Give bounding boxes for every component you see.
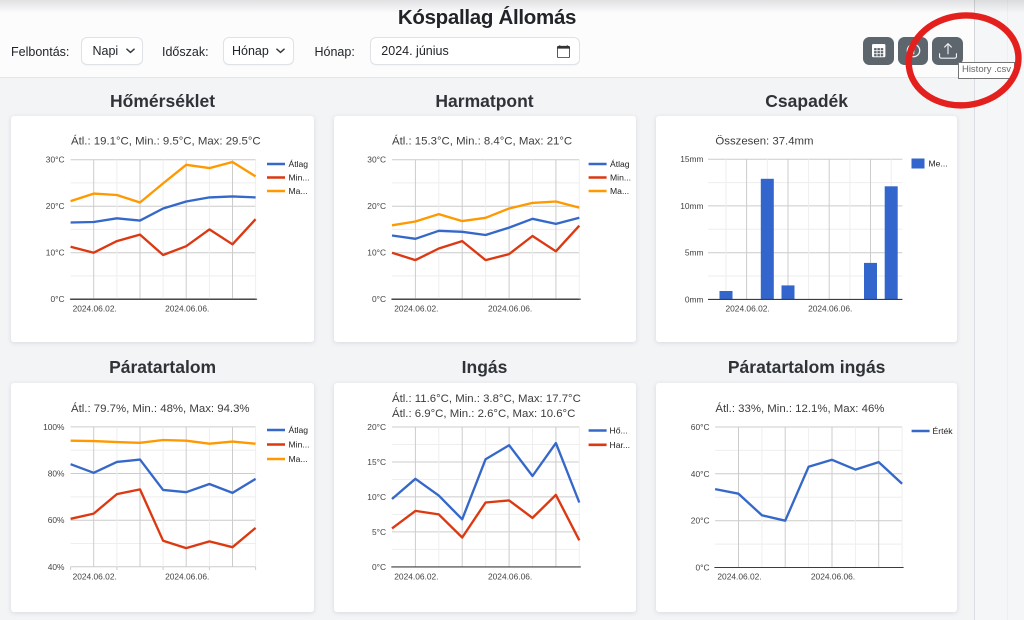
svg-text:15°C: 15°C: [367, 457, 386, 467]
svg-text:2024.06.02.: 2024.06.02.: [725, 303, 769, 313]
svg-text:Ma...: Ma...: [289, 186, 308, 196]
svg-text:20°C: 20°C: [367, 422, 386, 432]
svg-text:Érték: Érték: [933, 426, 954, 436]
svg-text:2024.06.06.: 2024.06.06.: [811, 571, 855, 581]
svg-text:2024.06.02.: 2024.06.02.: [73, 303, 117, 313]
svg-text:30°C: 30°C: [367, 155, 386, 165]
svg-text:Ma...: Ma...: [610, 186, 629, 196]
svg-text:2024.06.02.: 2024.06.02.: [394, 571, 438, 581]
svg-text:10°C: 10°C: [46, 248, 65, 258]
svg-text:0°C: 0°C: [50, 294, 64, 304]
svg-text:5°C: 5°C: [372, 527, 386, 537]
svg-text:Összesen: 37.4mm: Összesen: 37.4mm: [715, 136, 813, 148]
svg-text:2024.06.06.: 2024.06.06.: [488, 303, 532, 313]
svg-text:2024.06.06.: 2024.06.06.: [165, 303, 209, 313]
svg-text:10°C: 10°C: [367, 492, 386, 502]
svg-text:10mm: 10mm: [680, 201, 703, 211]
svg-text:Átl.: 15.3°C, Min.: 8.4°C, Max: Átl.: 15.3°C, Min.: 8.4°C, Max: 21°C: [392, 135, 572, 148]
svg-text:2024.06.06.: 2024.06.06.: [488, 571, 532, 581]
svg-text:2024.06.02.: 2024.06.02.: [73, 571, 117, 581]
svg-text:60°C: 60°C: [691, 422, 710, 432]
svg-text:Átlag: Átlag: [289, 159, 309, 169]
svg-text:2024.06.06.: 2024.06.06.: [808, 303, 852, 313]
svg-text:2024.06.02.: 2024.06.02.: [394, 303, 438, 313]
svg-text:0°C: 0°C: [695, 563, 709, 573]
svg-text:Átlag: Átlag: [289, 425, 309, 435]
svg-text:100%: 100%: [43, 422, 65, 432]
svg-text:Min...: Min...: [289, 440, 310, 450]
svg-text:30°C: 30°C: [46, 155, 65, 165]
svg-text:Átl.: 33%, Min.: 12.1%, Max: 4: Átl.: 33%, Min.: 12.1%, Max: 46%: [715, 402, 884, 415]
svg-text:Ma...: Ma...: [289, 454, 308, 464]
svg-text:Átl.: 19.1°C, Min.: 9.5°C, Max: Átl.: 19.1°C, Min.: 9.5°C, Max: 29.5°C: [71, 135, 261, 148]
svg-text:0°C: 0°C: [372, 294, 386, 304]
svg-text:60%: 60%: [48, 515, 65, 525]
svg-text:5mm: 5mm: [685, 248, 704, 258]
svg-text:20°C: 20°C: [367, 201, 386, 211]
svg-text:2024.06.02.: 2024.06.02.: [717, 571, 761, 581]
svg-text:Átl.: 6.9°C, Min.: 2.6°C, Max:: Átl.: 6.9°C, Min.: 2.6°C, Max: 10.6°C: [392, 407, 575, 420]
svg-text:Me...: Me...: [929, 159, 948, 169]
svg-text:0mm: 0mm: [685, 294, 704, 304]
svg-text:Hő...: Hő...: [610, 426, 628, 436]
svg-text:20°C: 20°C: [46, 201, 65, 211]
svg-text:15mm: 15mm: [680, 154, 703, 164]
svg-text:40%: 40%: [48, 562, 65, 572]
svg-text:Átl.: 11.6°C, Min.: 3.8°C, Max: Átl.: 11.6°C, Min.: 3.8°C, Max: 17.7°C: [392, 392, 581, 405]
svg-text:10°C: 10°C: [367, 248, 386, 258]
svg-text:20°C: 20°C: [691, 516, 710, 526]
svg-text:Átlag: Átlag: [610, 159, 630, 169]
svg-text:80%: 80%: [48, 469, 65, 479]
svg-text:40°C: 40°C: [691, 469, 710, 479]
svg-text:0°C: 0°C: [372, 562, 386, 572]
svg-text:Átl.: 79.7%, Min.: 48%, Max: 9: Átl.: 79.7%, Min.: 48%, Max: 94.3%: [71, 402, 250, 415]
svg-text:Min...: Min...: [289, 173, 310, 183]
svg-text:Min...: Min...: [610, 173, 631, 183]
svg-text:Har...: Har...: [610, 440, 631, 450]
svg-text:2024.06.06.: 2024.06.06.: [165, 571, 209, 581]
